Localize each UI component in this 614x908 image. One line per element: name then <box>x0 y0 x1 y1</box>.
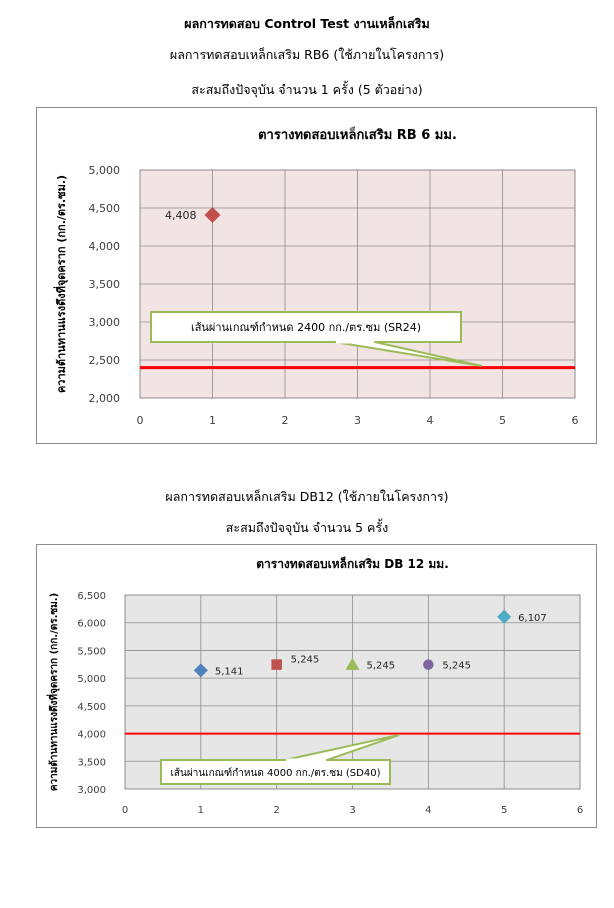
callout-box <box>150 311 462 343</box>
chart-db12: ตารางทดสอบเหล็กเสริม DB 12 มม. 3,000 3,500… <box>36 544 597 828</box>
rb6-subtitle: ผลการทดสอบเหล็กเสริม RB6 (ใช้ภายในโครงกา… <box>169 47 445 62</box>
y-tick-label: 3,000 <box>89 316 121 329</box>
callout-text: เส้นผ่านเกณฑ์กำหนด 4000 กก./ตร.ซม (SD40) <box>171 767 381 779</box>
x-tick-label: 4 <box>425 805 431 816</box>
chart-rb6-svg: ตารางทดสอบเหล็กเสริม RB 6 มม. 2,000 2,500 3… <box>53 125 579 427</box>
y-tick-label: 4,000 <box>89 240 121 253</box>
x-tick-label: 4 <box>427 414 434 427</box>
x-tick-label: 6 <box>572 414 579 427</box>
x-tick-label: 3 <box>349 805 355 816</box>
x-tick-label: 3 <box>354 414 361 427</box>
y-tick-label: 3,500 <box>89 278 121 291</box>
x-tick-label: 2 <box>273 805 279 816</box>
db12-count: สะสมถึงปัจจุบัน จำนวน 5 ครั้ง <box>225 520 389 535</box>
data-label: 5,141 <box>215 666 244 677</box>
x-tick-label: 0 <box>137 414 144 427</box>
y-tick-label: 3,500 <box>77 757 106 768</box>
y-tick-label: 2,500 <box>89 354 121 367</box>
page-title: ผลการทดสอบ Control Test งานเหล็กเสริม <box>184 16 430 31</box>
callout-box <box>160 759 391 785</box>
y-tick-label: 4,500 <box>77 702 106 713</box>
chart-rb6: ตารางทดสอบเหล็กเสริม RB 6 มม. 2,000 2,500 3… <box>36 107 597 444</box>
x-tick-label: 1 <box>209 414 216 427</box>
y-tick-label: 2,000 <box>89 392 121 405</box>
db12-subtitle: ผลการทดสอบเหล็กเสริม DB12 (ใช้ภายในโครงก… <box>165 489 449 504</box>
data-label: 5,245 <box>367 661 396 672</box>
y-tick-label: 4,500 <box>89 202 121 215</box>
y-axis-label: ความต้านทานแรงดึงที่จุดคราก (กก./ตร.ซม.) <box>46 593 60 791</box>
data-label: 5,245 <box>291 655 320 666</box>
y-tick-label: 5,500 <box>77 646 106 657</box>
y-tick-label: 3,000 <box>77 785 106 796</box>
data-point-square <box>271 659 282 670</box>
x-tick-label: 5 <box>499 414 506 427</box>
y-tick-label: 4,000 <box>77 730 106 741</box>
x-tick-label: 6 <box>577 805 583 816</box>
y-tick-label: 5,000 <box>77 674 106 685</box>
y-tick-label: 5,000 <box>89 164 121 177</box>
data-label: 4,408 <box>165 209 197 222</box>
data-label: 5,245 <box>442 661 471 672</box>
y-axis-label: ความต้านทานแรงดึงที่จุดคราก (กก./ตร.ซม.) <box>53 175 69 393</box>
data-point-diamond <box>193 663 208 678</box>
data-point-diamond <box>497 609 512 624</box>
chart-db12-svg: ตารางทดสอบเหล็กเสริม DB 12 มม. 3,000 3,500… <box>46 556 583 816</box>
y-tick-label: 6,000 <box>77 619 106 630</box>
chart-title: ตารางทดสอบเหล็กเสริม DB 12 มม. <box>256 556 449 571</box>
rb6-count: สะสมถึงปัจจุบัน จำนวน 1 ครั้ง (5 ตัวอย่า… <box>191 82 423 97</box>
data-point-circle <box>423 659 434 670</box>
x-tick-label: 1 <box>198 805 204 816</box>
x-tick-label: 2 <box>282 414 289 427</box>
data-label: 6,107 <box>518 613 547 624</box>
x-tick-label: 5 <box>501 805 507 816</box>
data-point-diamond <box>204 206 221 223</box>
chart-title: ตารางทดสอบเหล็กเสริม RB 6 มม. <box>258 125 457 143</box>
y-tick-label: 6,500 <box>77 591 106 602</box>
data-point-triangle <box>345 657 360 670</box>
callout-text: เส้นผ่านเกณฑ์กำหนด 2400 กก./ตร.ซม (SR24) <box>191 321 421 334</box>
x-tick-label: 0 <box>122 805 128 816</box>
